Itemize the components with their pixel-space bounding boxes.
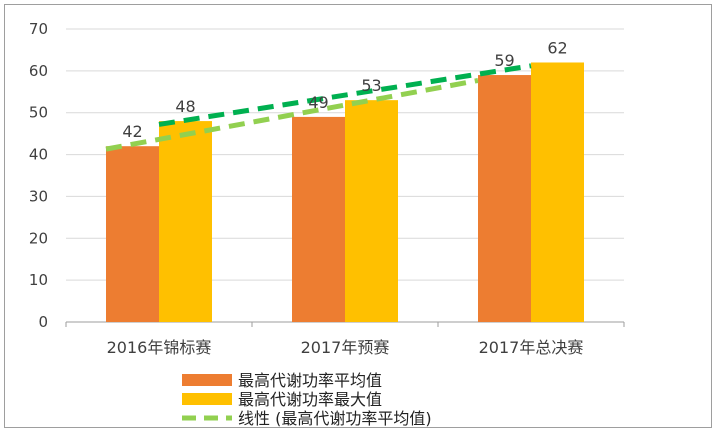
legend-label: 最高代谢功率最大值	[238, 390, 382, 409]
trendlines	[105, 63, 532, 152]
y-tick-label: 60	[29, 62, 48, 80]
legend-label: 最高代谢功率平均值	[238, 371, 382, 390]
bar	[292, 116, 345, 323]
y-tick-label: 40	[29, 146, 48, 164]
data-label: 49	[308, 93, 328, 112]
x-category-label: 2017年总决赛	[479, 338, 584, 357]
y-tick-label: 10	[29, 271, 48, 289]
y-tick-label: 50	[29, 104, 48, 122]
legend-label: 线性 (最高代谢功率平均值)	[238, 409, 432, 428]
y-tick-label: 20	[29, 229, 48, 247]
trendline	[105, 78, 479, 152]
bar	[159, 121, 212, 322]
bars	[106, 62, 584, 323]
legend-swatch	[182, 393, 232, 405]
data-label: 62	[547, 38, 567, 57]
data-label: 53	[361, 76, 381, 95]
data-label: 48	[175, 97, 195, 116]
y-tick-label: 30	[29, 187, 48, 205]
data-label: 59	[494, 51, 514, 70]
y-axis-ticks: 0 10 20 30 40 50 60 70	[29, 20, 48, 331]
x-category-label: 2017年预赛	[301, 338, 390, 357]
bar	[478, 75, 531, 323]
x-category-label: 2016年锦标赛	[107, 338, 212, 357]
trendline	[158, 63, 532, 127]
y-tick-label: 70	[29, 20, 48, 38]
data-labels: 42 49 59 48 53 62	[122, 38, 567, 141]
y-tick-label: 0	[38, 313, 48, 331]
bar	[345, 100, 398, 323]
legend-swatch	[182, 374, 232, 386]
x-axis-categories: 2016年锦标赛 2017年预赛 2017年总决赛	[107, 338, 584, 357]
bar	[106, 146, 159, 322]
bar	[531, 62, 584, 322]
data-label: 42	[122, 122, 142, 141]
